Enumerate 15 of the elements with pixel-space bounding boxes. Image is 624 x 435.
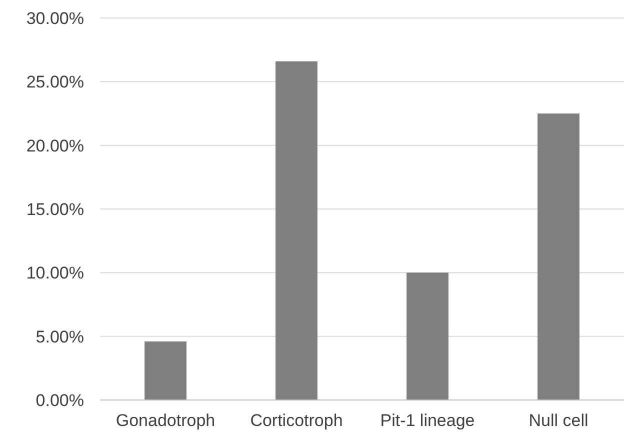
x-tick-label: Null cell xyxy=(528,411,588,430)
y-tick-label: 5.00% xyxy=(36,327,84,346)
y-tick-label: 25.00% xyxy=(26,72,84,92)
bar xyxy=(276,61,318,400)
x-tick-label: Gonadotroph xyxy=(116,411,216,430)
bar xyxy=(538,114,580,400)
y-tick-label: 15.00% xyxy=(26,200,84,219)
bar xyxy=(406,272,448,400)
x-tick-label: Pit-1 lineage xyxy=(380,411,475,430)
y-tick-label: 0.00% xyxy=(36,390,84,410)
y-tick-label: 20.00% xyxy=(26,136,84,156)
bar xyxy=(144,341,186,400)
x-tick-label: Corticotroph xyxy=(250,411,343,430)
y-tick-label: 10.00% xyxy=(26,264,84,283)
y-tick-label: 30.00% xyxy=(26,8,84,28)
